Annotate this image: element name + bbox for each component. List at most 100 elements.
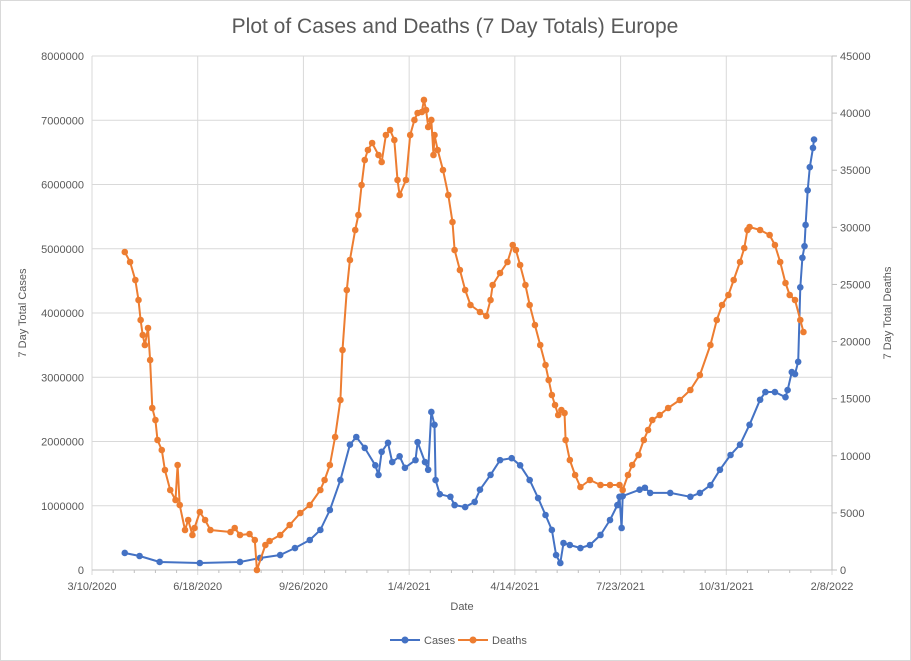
data-point-cases [552,551,560,559]
legend-label-cases: Cases [424,635,456,647]
x-tick-label: 3/10/2020 [68,581,117,593]
data-point-deaths [616,481,623,489]
data-point-cases [566,541,574,549]
data-point-deaths [467,301,474,309]
data-point-deaths [139,331,147,339]
data-point-deaths [566,456,574,464]
data-point-cases [687,493,694,501]
y-tick-label: 5000000 [41,244,84,256]
data-point-deaths [422,106,430,114]
data-point-cases [806,163,814,171]
data-point-deaths [253,566,261,574]
data-point-cases [542,511,549,519]
data-point-cases [346,441,354,449]
y2-tick-label: 0 [840,565,846,577]
data-point-deaths [619,486,626,494]
data-point-deaths [444,191,452,199]
data-point-cases [471,498,478,506]
data-point-cases [476,486,484,493]
data-point-cases [401,464,409,472]
y-tick-label: 6000000 [41,180,84,192]
data-point-cases [384,439,392,447]
data-point-deaths [317,486,324,494]
data-point-deaths [782,279,789,287]
data-point-deaths [262,541,269,549]
data-point-deaths [276,531,284,539]
data-point-deaths [172,496,179,504]
x-tick-label: 4/14/2021 [490,581,539,593]
data-point-deaths [137,316,144,324]
data-point-cases [636,486,643,493]
data-point-deaths [411,116,418,124]
data-point-deaths [571,471,579,479]
data-point-deaths [189,531,196,539]
data-point-deaths [800,328,807,336]
data-point-deaths [355,211,362,219]
data-point-deaths [296,509,304,517]
data-point-cases [577,544,584,552]
data-point-deaths [545,376,552,384]
data-point-deaths [509,241,517,249]
data-point-deaths [406,131,414,139]
data-point-deaths [207,526,214,534]
y-tick-label: 2000000 [41,437,84,449]
data-point-deaths [227,528,234,536]
data-point-cases [796,284,804,291]
data-point-deaths [676,396,684,404]
data-point-cases [696,489,704,497]
data-point-deaths [346,256,354,264]
data-point-cases [614,501,621,509]
data-point-cases [326,506,334,514]
data-point-deaths [718,301,726,309]
data-point-cases [508,454,515,462]
data-point-deaths [321,476,328,484]
data-point-deaths [174,461,181,469]
data-point-deaths [504,258,511,266]
data-point-deaths [736,258,744,266]
data-point-cases [727,451,734,459]
series-group [121,96,818,574]
data-point-cases [810,136,818,143]
data-point-deaths [512,246,520,254]
data-point-deaths [386,126,394,134]
data-point-deaths [476,308,484,316]
x-tick-label: 10/31/2021 [699,581,754,593]
data-point-deaths [648,416,656,424]
data-point-deaths [166,486,174,494]
data-point-deaths [196,508,204,516]
data-point-cases [646,489,654,497]
data-point-deaths [161,466,169,474]
y-tick-label: 0 [78,565,84,577]
data-point-deaths [548,391,556,399]
data-point-deaths [391,136,398,144]
data-point-deaths [424,123,432,131]
data-point-deaths [306,501,314,509]
data-point-deaths [725,291,732,299]
data-point-deaths [461,286,469,294]
legend-item-deaths[interactable]: Deaths [458,635,527,647]
data-point-cases [451,501,458,509]
data-point-deaths [431,131,438,139]
legend-item-cases[interactable]: Cases [390,635,456,647]
y2-axis-title: 7 Day Total Deaths [882,266,894,359]
data-point-cases [121,549,129,557]
data-point-deaths [343,286,351,294]
data-point-cases [317,526,324,534]
data-point-cases [496,456,504,464]
data-point-cases [276,551,284,559]
data-point-deaths [382,131,390,139]
data-point-deaths [420,96,428,104]
y2-tick-label: 15000 [840,394,871,406]
data-point-cases [799,254,806,262]
data-point-deaths [351,226,359,234]
data-point-deaths [144,324,152,332]
y2-tick-label: 25000 [840,279,871,291]
data-point-cases [534,494,542,502]
data-point-deaths [624,471,632,479]
data-point-cases [421,458,429,466]
data-point-cases [597,531,604,539]
data-point-cases [516,461,524,469]
data-point-deaths [191,524,198,532]
data-point-deaths [286,521,293,529]
